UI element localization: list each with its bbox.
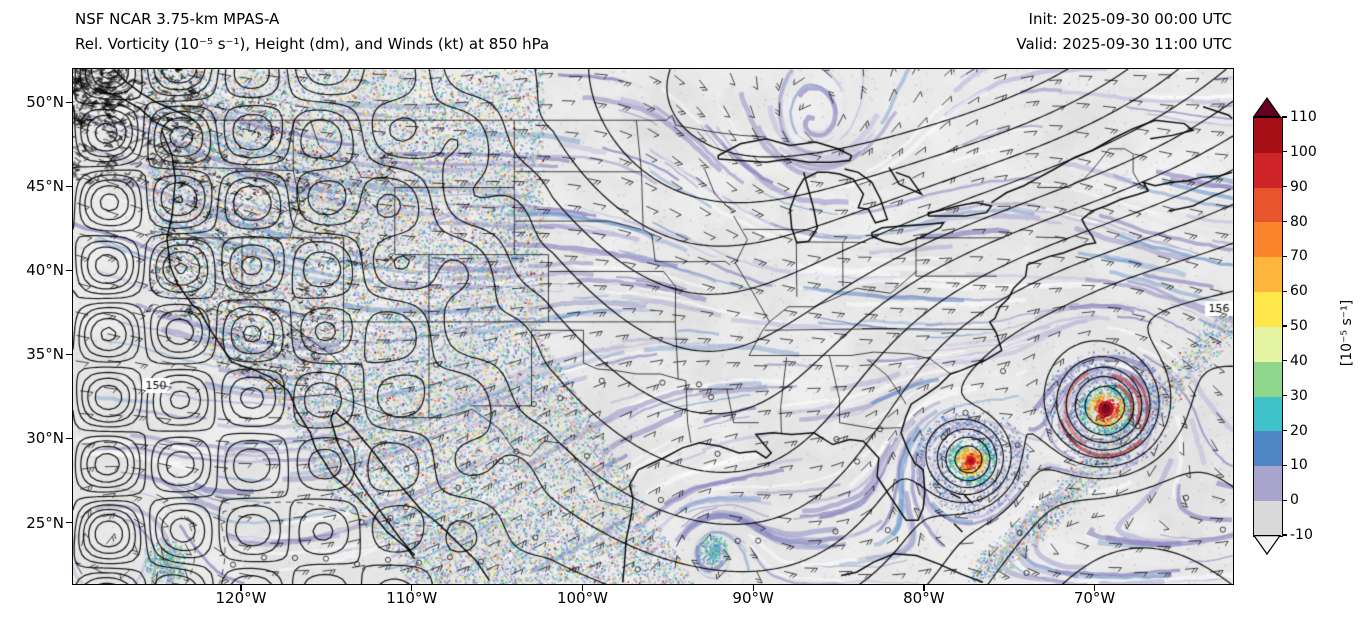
y-tick-mark bbox=[66, 521, 72, 524]
y-tick-label: 25°N bbox=[26, 513, 64, 532]
colorbar-segment bbox=[1254, 292, 1282, 327]
colorbar-tick-mark bbox=[1282, 255, 1287, 257]
colorbar bbox=[1253, 97, 1283, 575]
y-tick-mark bbox=[66, 269, 72, 272]
x-tick-label: 100°W bbox=[556, 589, 608, 607]
colorbar-under-arrow bbox=[1253, 535, 1281, 555]
colorbar-segment bbox=[1254, 431, 1282, 467]
colorbar-tick-label: -10 bbox=[1290, 527, 1313, 543]
x-tick-mark bbox=[581, 585, 584, 591]
y-tick-mark bbox=[66, 353, 72, 356]
valid-time-label: Valid: 2025-09-30 11:00 UTC bbox=[1016, 35, 1232, 53]
x-tick-label: 80°W bbox=[903, 589, 945, 607]
colorbar-tick-label: 40 bbox=[1290, 352, 1308, 369]
x-tick-mark bbox=[923, 585, 925, 591]
x-tick-label: 120°W bbox=[215, 589, 267, 607]
colorbar-tick-mark bbox=[1282, 464, 1287, 466]
colorbar-tick-label: 0 bbox=[1290, 492, 1299, 509]
colorbar-tick-mark bbox=[1282, 186, 1287, 188]
colorbar-segment bbox=[1254, 326, 1282, 362]
colorbar-tick-mark bbox=[1282, 116, 1287, 118]
y-tick-label: 45°N bbox=[26, 177, 64, 196]
colorbar-segment bbox=[1254, 187, 1282, 223]
x-tick-mark bbox=[1093, 585, 1096, 591]
colorbar-segment bbox=[1254, 501, 1282, 536]
colorbar-tick-mark bbox=[1282, 290, 1287, 292]
colorbar-segment bbox=[1254, 257, 1282, 293]
colorbar-tick-mark bbox=[1282, 499, 1287, 501]
colorbar-segment bbox=[1254, 466, 1282, 502]
map-frame bbox=[72, 68, 1234, 585]
colorbar-over-arrow bbox=[1253, 97, 1281, 117]
title-block: NSF NCAR 3.75-km MPAS-A Rel. Vorticity (… bbox=[75, 7, 549, 57]
colorbar-tick-label: 70 bbox=[1290, 248, 1308, 265]
colorbar-tick-mark bbox=[1282, 151, 1287, 153]
colorbar-tick-label: 20 bbox=[1290, 422, 1308, 439]
colorbar-segment bbox=[1254, 222, 1282, 258]
y-tick-label: 35°N bbox=[26, 345, 64, 364]
colorbar-tick-mark bbox=[1282, 429, 1287, 432]
colorbar-tick-mark bbox=[1282, 395, 1287, 397]
y-tick-label: 30°N bbox=[26, 429, 64, 448]
colorbar-tick-label: 30 bbox=[1290, 387, 1308, 404]
y-tick-label: 40°N bbox=[26, 261, 64, 280]
x-tick-mark bbox=[240, 585, 242, 591]
colorbar-axis-label: [10⁻⁵ s⁻¹] bbox=[1339, 299, 1355, 367]
y-tick-mark bbox=[66, 437, 72, 440]
time-block: Init: 2025-09-30 00:00 UTC Valid: 2025-0… bbox=[1016, 7, 1232, 57]
init-time-label: Init: 2025-09-30 00:00 UTC bbox=[1028, 10, 1232, 28]
x-tick-label: 70°W bbox=[1073, 589, 1116, 607]
colorbar-tick-label: 100 bbox=[1290, 143, 1317, 160]
colorbar-tick-label: 60 bbox=[1290, 283, 1308, 300]
colorbar-tick-mark bbox=[1282, 534, 1287, 536]
colorbar-body bbox=[1253, 117, 1283, 537]
colorbar-tick-label: 80 bbox=[1290, 213, 1308, 230]
colorbar-tick-label: 90 bbox=[1290, 178, 1308, 195]
colorbar-tick-label: 10 bbox=[1290, 457, 1308, 474]
x-tick-label: 110°W bbox=[386, 589, 438, 607]
colorbar-tick-label: 110 bbox=[1290, 109, 1317, 125]
x-tick-mark bbox=[411, 585, 413, 591]
colorbar-segment bbox=[1254, 118, 1282, 153]
colorbar-tick-mark bbox=[1282, 360, 1287, 362]
chart-subtitle: Rel. Vorticity (10⁻⁵ s⁻¹), Height (dm), … bbox=[75, 35, 550, 53]
colorbar-segment bbox=[1254, 396, 1282, 432]
colorbar-tick-mark bbox=[1282, 325, 1287, 327]
colorbar-segment bbox=[1254, 361, 1282, 397]
chart-title: NSF NCAR 3.75-km MPAS-A bbox=[75, 10, 280, 28]
map-plot bbox=[73, 69, 1233, 584]
colorbar-tick-mark bbox=[1282, 220, 1287, 223]
colorbar-segment bbox=[1254, 152, 1282, 188]
x-tick-label: 90°W bbox=[732, 589, 774, 607]
y-tick-label: 50°N bbox=[26, 93, 64, 112]
y-tick-mark bbox=[66, 101, 72, 104]
y-tick-mark bbox=[66, 185, 72, 188]
x-tick-mark bbox=[752, 585, 754, 591]
colorbar-tick-label: 50 bbox=[1290, 318, 1308, 334]
